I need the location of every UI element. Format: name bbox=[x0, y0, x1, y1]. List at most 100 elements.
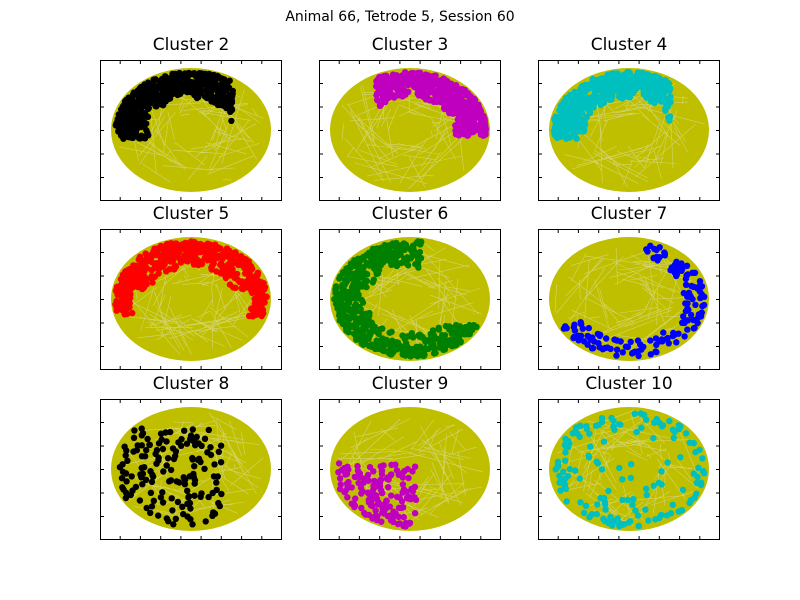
spike-point bbox=[205, 426, 212, 434]
spike-point bbox=[366, 309, 373, 317]
spike-point bbox=[580, 97, 587, 104]
spike-point bbox=[594, 501, 601, 508]
spike-point bbox=[650, 482, 657, 489]
tick-marks bbox=[319, 229, 501, 370]
spike-point bbox=[263, 293, 270, 300]
spike-point bbox=[207, 444, 214, 451]
spike-point bbox=[580, 128, 587, 135]
spike-point bbox=[148, 99, 155, 106]
spike-point bbox=[197, 458, 204, 466]
spike-point bbox=[682, 300, 689, 307]
tick-marks bbox=[319, 60, 501, 201]
spike-point bbox=[687, 293, 694, 301]
spike-point bbox=[183, 440, 191, 447]
spike-point bbox=[446, 341, 453, 348]
spike-point bbox=[456, 97, 463, 105]
spike-point bbox=[121, 130, 128, 137]
spike-point bbox=[399, 481, 407, 488]
spike-point bbox=[569, 430, 577, 437]
spike-point bbox=[186, 473, 194, 480]
spike-point bbox=[347, 322, 354, 329]
spike-point bbox=[226, 101, 233, 108]
spike-point bbox=[434, 335, 441, 343]
spike-point bbox=[454, 120, 462, 127]
spike-point bbox=[209, 489, 216, 497]
spike-point bbox=[158, 75, 166, 83]
spike-point bbox=[188, 89, 195, 96]
spike-point bbox=[193, 433, 200, 441]
spike-point bbox=[203, 94, 211, 102]
plot-svg bbox=[538, 60, 720, 201]
spike-point bbox=[396, 248, 403, 255]
spike-point bbox=[154, 245, 161, 252]
spike-point bbox=[608, 516, 615, 524]
spike-point bbox=[129, 487, 136, 494]
spike-point bbox=[148, 503, 156, 510]
spike-point bbox=[197, 82, 204, 89]
spike-point bbox=[200, 74, 208, 82]
spike-point bbox=[351, 473, 359, 481]
spike-point bbox=[377, 463, 384, 470]
tick-marks bbox=[100, 60, 282, 201]
spike-point bbox=[131, 90, 138, 97]
spike-point bbox=[411, 463, 419, 470]
spike-point bbox=[594, 460, 602, 467]
spike-point bbox=[177, 259, 185, 266]
spike-point bbox=[646, 80, 654, 87]
spike-point bbox=[210, 260, 217, 267]
spike-point bbox=[690, 283, 697, 290]
spike-point bbox=[388, 351, 395, 358]
spike-point bbox=[597, 494, 604, 502]
spike-point bbox=[560, 468, 567, 475]
spike-point bbox=[337, 481, 344, 488]
spike-point bbox=[406, 79, 413, 86]
spike-point bbox=[343, 289, 350, 296]
spike-point bbox=[600, 438, 608, 445]
spike-point bbox=[176, 248, 183, 256]
spike-point bbox=[188, 70, 196, 78]
spike-point bbox=[464, 100, 471, 107]
spike-point bbox=[123, 478, 130, 485]
spike-point bbox=[674, 267, 682, 275]
panel-cluster-9 bbox=[319, 399, 501, 540]
spike-point bbox=[415, 264, 422, 271]
spike-point bbox=[562, 435, 569, 443]
spike-point bbox=[163, 515, 170, 522]
spike-point bbox=[464, 124, 471, 132]
spike-point bbox=[147, 468, 154, 475]
spike-point bbox=[683, 430, 690, 437]
spike-point bbox=[384, 513, 392, 520]
spike-point bbox=[449, 100, 457, 107]
spike-point bbox=[214, 101, 221, 109]
spike-point bbox=[579, 116, 587, 124]
spike-point bbox=[243, 261, 250, 268]
spike-point bbox=[563, 498, 570, 505]
spike-point bbox=[607, 345, 614, 353]
spike-point bbox=[409, 334, 417, 341]
spike-point bbox=[159, 258, 166, 265]
spike-point bbox=[378, 249, 385, 257]
panel-cluster-6 bbox=[319, 229, 501, 370]
spike-point bbox=[449, 92, 456, 99]
spike-point bbox=[198, 442, 205, 450]
spike-point bbox=[227, 108, 234, 115]
spike-point bbox=[126, 295, 134, 302]
spike-point bbox=[189, 521, 196, 528]
spike-point bbox=[221, 271, 229, 279]
spike-point bbox=[664, 86, 671, 94]
spike-point bbox=[687, 311, 695, 319]
spike-point bbox=[422, 82, 430, 90]
spike-point bbox=[414, 238, 422, 245]
spike-point bbox=[182, 239, 189, 247]
spike-point bbox=[217, 459, 225, 466]
spike-point bbox=[602, 506, 609, 513]
spike-point bbox=[143, 97, 150, 105]
spike-point bbox=[669, 501, 676, 508]
spike-point bbox=[684, 326, 691, 333]
spike-point bbox=[598, 84, 606, 91]
spike-point bbox=[609, 81, 617, 88]
spike-point bbox=[205, 89, 213, 97]
spike-point bbox=[336, 296, 343, 304]
spike-point bbox=[435, 97, 443, 104]
spike-point bbox=[122, 113, 129, 120]
